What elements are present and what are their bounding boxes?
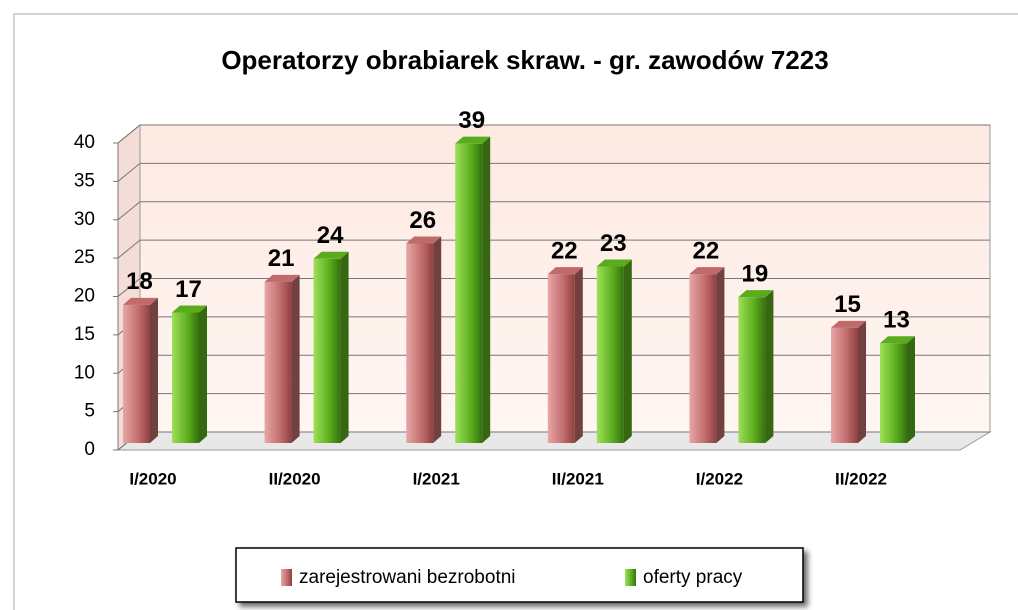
bar-top	[547, 267, 583, 275]
plot-area: 0 5 10 15 20 25 30 35 40 I/2020 18 17 II/2020 21 24 I/2…	[74, 107, 992, 488]
bar-front	[596, 266, 624, 443]
bar-top	[738, 290, 774, 298]
bar	[313, 251, 349, 443]
legend-label: oferty pracy	[643, 567, 743, 588]
bar-top	[596, 259, 632, 267]
bar	[406, 236, 442, 443]
bar-top	[123, 297, 158, 305]
bar-side	[765, 290, 774, 443]
bar	[738, 290, 774, 443]
x-tick-label: I/2021	[413, 469, 460, 488]
x-tick-label: II/2022	[835, 469, 887, 488]
bar-side	[199, 305, 207, 443]
y-tick-label: 40	[74, 132, 95, 153]
y-tick-label: 15	[74, 324, 95, 345]
bar-top	[831, 320, 866, 328]
value-label: 22	[551, 237, 578, 264]
bar-side	[574, 267, 583, 443]
grid-line	[117, 124, 990, 144]
bar-front	[172, 312, 199, 443]
value-label: 15	[834, 291, 861, 318]
bar-top	[880, 336, 915, 344]
bar-front	[880, 343, 907, 443]
bar-side	[150, 297, 158, 443]
bar	[596, 259, 632, 443]
x-tick-label: II/2021	[552, 469, 604, 488]
bar-front	[738, 297, 766, 443]
value-label: 24	[317, 222, 344, 249]
bar-top	[455, 136, 491, 144]
bar-side	[340, 251, 349, 443]
bar	[455, 136, 491, 444]
bar-side	[482, 136, 491, 444]
bar	[880, 336, 915, 443]
bar-side	[716, 267, 725, 443]
y-tick-label: 25	[74, 247, 95, 268]
bar-top	[689, 267, 725, 275]
bar-front	[455, 143, 483, 444]
value-label: 22	[693, 237, 720, 264]
y-tick-label: 10	[74, 362, 95, 383]
grid-line	[117, 239, 990, 259]
legend-box	[235, 547, 804, 603]
bar	[547, 267, 583, 443]
x-tick-label: I/2020	[129, 469, 176, 488]
bar-side	[433, 236, 442, 443]
bar-front	[313, 258, 341, 443]
bar-top	[264, 274, 300, 282]
legend-swatch	[625, 569, 636, 586]
bar-side	[623, 259, 632, 443]
bar-front	[689, 274, 717, 443]
bar-front	[406, 243, 434, 443]
legend-label: zarejestrowani bezrobotni	[299, 567, 516, 588]
legend-swatch	[281, 569, 292, 586]
value-label: 23	[600, 230, 627, 257]
bar-top	[172, 305, 207, 313]
value-label: 39	[458, 107, 485, 134]
y-tick-label: 35	[74, 170, 95, 191]
frame	[13, 13, 1018, 610]
bar	[264, 274, 300, 443]
bar	[831, 320, 866, 443]
x-tick-label: I/2022	[696, 469, 743, 488]
chart-title: Operatorzy obrabiarek skraw. - gr. zawod…	[221, 45, 828, 75]
bar-side	[291, 274, 300, 443]
value-label: 26	[409, 207, 436, 234]
bar-top	[406, 236, 442, 244]
y-tick-label: 30	[74, 209, 95, 230]
bar-front	[264, 281, 292, 443]
bar-top	[313, 251, 349, 259]
bar-side	[858, 320, 866, 443]
value-label: 13	[883, 307, 910, 334]
y-tick-label: 20	[74, 286, 95, 307]
bar	[172, 305, 207, 443]
value-label: 17	[175, 276, 202, 303]
value-label: 21	[268, 245, 295, 272]
x-tick-label: II/2020	[269, 469, 321, 488]
bar-front	[831, 327, 858, 443]
bar-front	[547, 274, 575, 443]
grid-line	[117, 162, 990, 182]
bar	[689, 267, 725, 443]
bar-front	[123, 304, 150, 443]
bar	[123, 297, 158, 443]
y-tick-label: 5	[84, 401, 95, 422]
y-tick-label: 0	[84, 439, 95, 460]
bar-side	[907, 336, 915, 443]
grid-line	[117, 201, 990, 221]
value-label: 18	[126, 268, 153, 295]
value-label: 19	[742, 261, 769, 288]
